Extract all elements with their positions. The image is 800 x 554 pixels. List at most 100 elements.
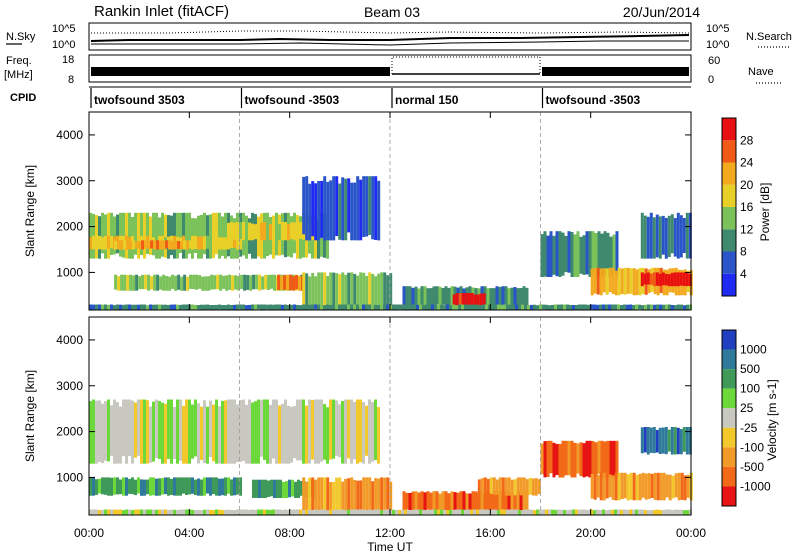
range-time-cell xyxy=(227,477,230,494)
range-time-cell xyxy=(350,304,353,310)
range-time-cell xyxy=(471,491,475,512)
range-time-cell xyxy=(329,399,332,460)
range-time-cell xyxy=(267,480,270,497)
range-time-cell xyxy=(185,212,188,259)
range-time-cell xyxy=(138,241,142,250)
range-time-cell xyxy=(483,477,487,496)
range-time-cell xyxy=(122,399,125,457)
range-time-cell xyxy=(530,509,533,515)
range-time-cell xyxy=(501,286,505,307)
range-time-cell xyxy=(359,509,362,515)
range-time-cell xyxy=(521,304,524,310)
range-time-cell xyxy=(215,304,218,310)
range-time-cell xyxy=(413,509,416,515)
range-time-cell xyxy=(227,509,230,515)
range-time-cell xyxy=(113,399,116,464)
range-time-cell xyxy=(429,492,433,512)
range-time-cell xyxy=(171,274,175,289)
range-time-cell xyxy=(362,402,365,464)
range-time-cell xyxy=(473,304,476,310)
range-time-cell xyxy=(212,404,215,462)
x-axis-label: Time UT xyxy=(367,540,413,554)
range-time-cell xyxy=(302,510,305,515)
range-time-cell xyxy=(131,510,134,515)
range-time-cell xyxy=(549,440,553,474)
range-time-cell xyxy=(602,268,606,293)
range-time-cell xyxy=(275,399,278,464)
range-time-cell xyxy=(443,509,446,515)
range-time-cell xyxy=(664,217,668,259)
range-time-cell xyxy=(287,224,290,241)
range-time-cell xyxy=(516,491,520,511)
range-time-cell xyxy=(149,216,152,255)
range-time-cell xyxy=(515,509,518,515)
range-time-cell xyxy=(386,477,390,510)
range-time-cell xyxy=(137,304,140,310)
range-time-cell xyxy=(161,478,164,495)
freq-tick-low: 8 xyxy=(68,74,74,86)
range-time-cell xyxy=(117,276,121,291)
velocity-colorbar-tick: -1000 xyxy=(740,479,771,493)
range-time-cell xyxy=(564,440,568,476)
range-time-cell xyxy=(203,400,206,464)
range-time-cell xyxy=(110,405,113,456)
range-time-cell xyxy=(134,402,137,458)
range-time-cell xyxy=(227,304,230,310)
range-time-cell xyxy=(658,216,662,259)
range-time-cell xyxy=(374,399,377,460)
range-time-cell xyxy=(452,294,456,307)
range-time-cell xyxy=(443,305,446,310)
range-time-cell xyxy=(410,304,413,310)
range-time-cell xyxy=(480,478,484,496)
range-time-cell xyxy=(123,274,127,291)
range-time-cell xyxy=(425,304,428,310)
range-time-cell xyxy=(269,224,272,240)
range-time-cell xyxy=(314,304,317,310)
range-time-cell xyxy=(281,304,284,310)
range-time-cell xyxy=(525,479,529,496)
range-time-cell xyxy=(119,406,122,464)
range-time-cell xyxy=(239,400,242,462)
range-time-cell xyxy=(98,235,101,250)
range-time-cell xyxy=(555,231,559,277)
range-time-cell xyxy=(371,273,375,310)
range-time-cell xyxy=(561,440,565,478)
range-time-cell xyxy=(249,275,253,291)
range-time-cell xyxy=(590,474,594,499)
range-time-cell xyxy=(617,509,620,515)
range-time-cell xyxy=(501,477,505,496)
range-time-cell xyxy=(417,288,421,307)
range-time-cell xyxy=(314,509,317,515)
range-time-cell xyxy=(646,216,650,259)
cpid-segment-label: twofsound -3503 xyxy=(546,93,641,107)
range-time-cell xyxy=(242,399,245,461)
range-time-cell xyxy=(164,509,167,515)
velocity-y-axis-label: Slant Range [km] xyxy=(23,370,37,462)
range-time-cell xyxy=(453,492,457,511)
range-time-cell xyxy=(156,274,160,291)
range-time-cell xyxy=(380,272,384,305)
range-time-cell xyxy=(465,493,469,512)
range-time-cell xyxy=(516,477,520,495)
range-time-cell xyxy=(353,304,356,310)
range-time-cell xyxy=(134,509,137,515)
range-time-cell xyxy=(158,400,161,459)
velocity-colorbar-tick: -25 xyxy=(740,421,758,435)
velocity-colorbar-tick: 25 xyxy=(740,401,754,415)
range-time-cell xyxy=(573,234,577,277)
range-time-cell xyxy=(170,509,173,515)
range-time-cell xyxy=(566,510,569,515)
range-time-cell xyxy=(101,509,104,515)
range-time-cell xyxy=(450,286,454,307)
range-time-cell xyxy=(218,212,221,259)
range-time-cell xyxy=(272,399,275,459)
range-time-cell xyxy=(659,304,662,310)
range-time-cell xyxy=(152,509,155,515)
range-time-cell xyxy=(182,212,185,259)
range-time-cell xyxy=(676,212,680,259)
range-time-cell xyxy=(239,304,242,310)
range-time-cell xyxy=(218,406,221,464)
range-time-cell xyxy=(302,304,305,310)
range-time-cell xyxy=(605,268,609,295)
